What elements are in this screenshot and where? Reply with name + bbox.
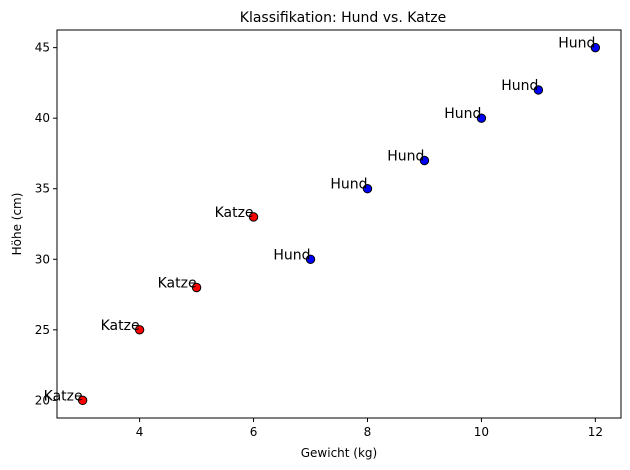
data-point [419,155,430,166]
point-label: Katze [158,275,197,291]
plot-frame [56,29,622,419]
data-point [590,42,601,53]
point-label: Katze [215,205,254,221]
y-tick-label: 45 [35,41,50,55]
point-label: Hund [558,36,595,52]
data-point [77,395,88,406]
data-point [362,184,373,194]
x-axis-title: Gewicht (kg) [301,446,377,460]
y-tick-label: 35 [35,182,50,196]
data-point [476,113,487,123]
y-tick-label: 40 [35,111,50,125]
x-tick-label: 6 [250,425,258,439]
point-label: Hund [501,78,538,94]
x-tick-label: 10 [474,425,489,439]
point-label: Hund [387,149,424,165]
y-tick-label: 30 [35,252,50,266]
plot-marks: KatzeKatzeKatzeKatzeHundHundHundHundHund… [44,36,601,406]
data-point [134,325,145,335]
chart-title: Klassifikation: Hund vs. Katze [240,10,446,26]
y-tick-label: 20 [35,393,50,407]
data-point [305,254,316,264]
y-axis-title: Höhe (cm) [10,193,24,256]
data-point [533,85,544,95]
y-tick-label: 25 [35,323,50,337]
point-label: Hund [444,106,481,122]
point-label: Hund [273,247,310,263]
point-label: Hund [330,177,367,193]
x-axis-ticks: 4 6 8 10 12 [136,418,603,439]
point-label: Katze [101,318,140,334]
x-tick-label: 12 [588,425,603,439]
data-point [248,212,259,222]
x-tick-label: 4 [136,425,144,439]
y-axis-ticks: 20 25 30 35 40 45 [35,41,57,407]
x-tick-label: 8 [364,425,372,439]
data-point [191,282,202,293]
